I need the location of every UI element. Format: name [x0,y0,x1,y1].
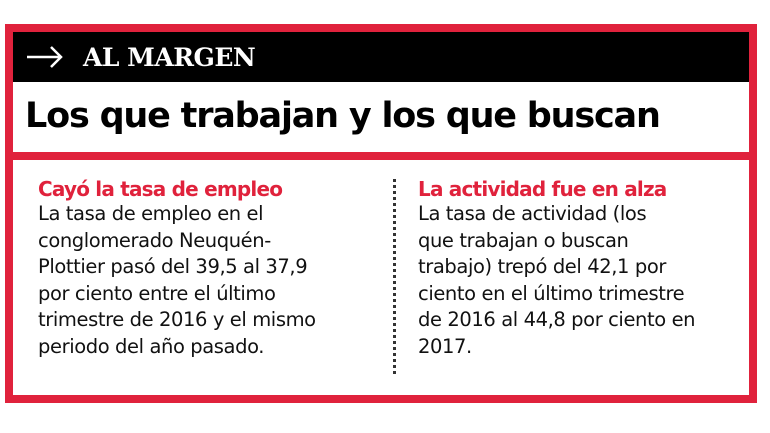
text-line: trabajo) trepó del 42,1 por [418,255,666,278]
kicker-label: AL MARGEN [83,42,256,72]
column-heading: La actividad fue en alza [418,177,667,201]
column-activity: La actividad fue en alza La tasa de acti… [418,177,696,360]
separator [13,152,749,160]
text-line: La tasa de actividad (los [418,202,647,225]
dotted-divider [393,179,396,374]
column-heading: Cayó la tasa de empleo [38,177,283,201]
text-line: que trabajan o buscan [418,228,629,252]
text-line: trimestre de 2016 y el mismo [38,308,316,331]
text-line: La tasa de empleo en el [38,202,264,225]
text-line: de 2016 al 44,8 por ciento en [418,308,696,331]
arrow-right-icon [27,46,63,68]
headline: Los que trabajan y los que buscan [25,96,661,136]
info-box: AL MARGEN Los que trabajan y los que bus… [5,24,757,403]
text-line: conglomerado Neuquén- [38,228,271,252]
text-line: 2017. [418,334,472,358]
kicker-bar: AL MARGEN [13,32,749,82]
text-line: Plottier pasó del 39,5 al 37,9 [38,255,308,278]
text-line: ciento en el último trimestre [418,281,685,305]
text-line: por ciento entre el último [38,281,276,305]
column-employment: Cayó la tasa de empleo La tasa de empleo… [38,177,316,360]
text-line: periodo del año pasado. [38,334,265,358]
